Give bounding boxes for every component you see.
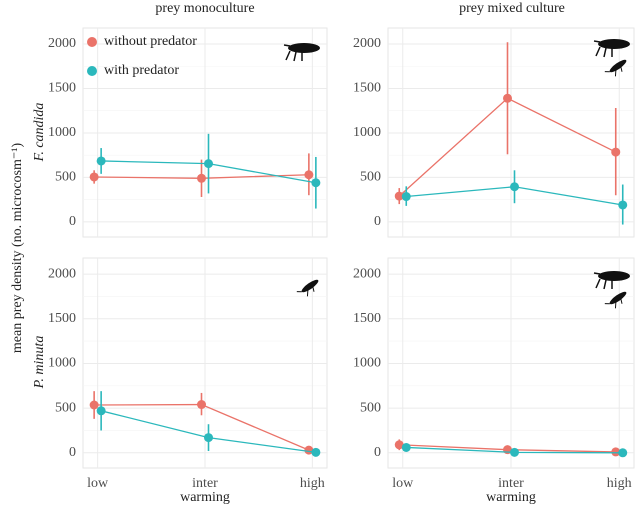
legend-swatch: [87, 66, 97, 76]
point: [618, 448, 628, 458]
point: [304, 445, 314, 455]
legend-swatch: [87, 37, 97, 47]
x-tick-label: high: [607, 476, 632, 491]
y-tick-label: 2000: [353, 36, 381, 51]
y-tick-label: 500: [360, 170, 381, 185]
icon-f-candida: [593, 271, 630, 290]
y-tick-label: 1500: [48, 311, 76, 326]
point: [510, 447, 519, 457]
point: [394, 191, 404, 201]
point: [611, 447, 621, 457]
x-axis-title: warming: [180, 490, 230, 505]
point: [510, 182, 519, 192]
y-tick-label: 0: [69, 445, 76, 460]
x-tick-label: high: [300, 476, 325, 491]
point: [311, 447, 321, 457]
point: [204, 159, 213, 169]
y-tick-label: 500: [360, 400, 381, 415]
row-label: F. candida: [32, 103, 47, 163]
icon-f-candida: [283, 43, 320, 62]
point: [197, 173, 206, 183]
icon-f-candida: [593, 39, 630, 58]
icon-p-minuta: [604, 291, 627, 309]
x-tick-label: inter: [498, 476, 524, 491]
point: [204, 433, 213, 443]
row-label: P. minuta: [32, 336, 47, 390]
point: [96, 156, 106, 166]
y-tick-label: 2000: [48, 266, 76, 281]
point: [89, 400, 99, 410]
y-tick-label: 1500: [48, 81, 76, 96]
point: [311, 178, 321, 188]
y-axis-title: mean prey density (no. microcosm⁻¹): [10, 143, 25, 354]
y-tick-label: 2000: [48, 36, 76, 51]
point: [89, 172, 99, 182]
column-label: prey monoculture: [155, 1, 254, 16]
x-tick-label: inter: [192, 476, 218, 491]
y-tick-label: 500: [55, 170, 76, 185]
point: [197, 400, 206, 410]
y-tick-label: 1000: [48, 356, 76, 371]
legend-label: without predator: [104, 34, 197, 49]
y-tick-label: 0: [374, 445, 381, 460]
point: [503, 93, 512, 103]
icon-p-minuta: [604, 59, 627, 77]
y-tick-label: 1000: [353, 125, 381, 140]
y-tick-label: 1500: [353, 311, 381, 326]
point: [618, 200, 628, 210]
column-label: prey mixed culture: [459, 1, 565, 16]
icons: [283, 39, 630, 309]
y-tick-label: 1000: [353, 356, 381, 371]
x-tick-label: low: [87, 476, 109, 491]
y-tick-label: 0: [374, 214, 381, 229]
x-axis-title: warming: [486, 490, 536, 505]
x-tick-label: low: [392, 476, 414, 491]
point: [304, 170, 314, 180]
y-tick-label: 1500: [353, 81, 381, 96]
y-tick-label: 500: [55, 400, 76, 415]
point: [401, 192, 411, 202]
y-tick-label: 1000: [48, 125, 76, 140]
point: [96, 406, 106, 416]
point: [394, 440, 404, 450]
point: [611, 147, 621, 157]
y-tick-label: 0: [69, 214, 76, 229]
y-tick-label: 2000: [353, 266, 381, 281]
plots: 0 500 1000 1500 2000 without predator with pre…: [48, 27, 635, 505]
legend-label: with predator: [104, 63, 179, 78]
icon-p-minuta: [296, 279, 319, 297]
point: [401, 442, 411, 452]
